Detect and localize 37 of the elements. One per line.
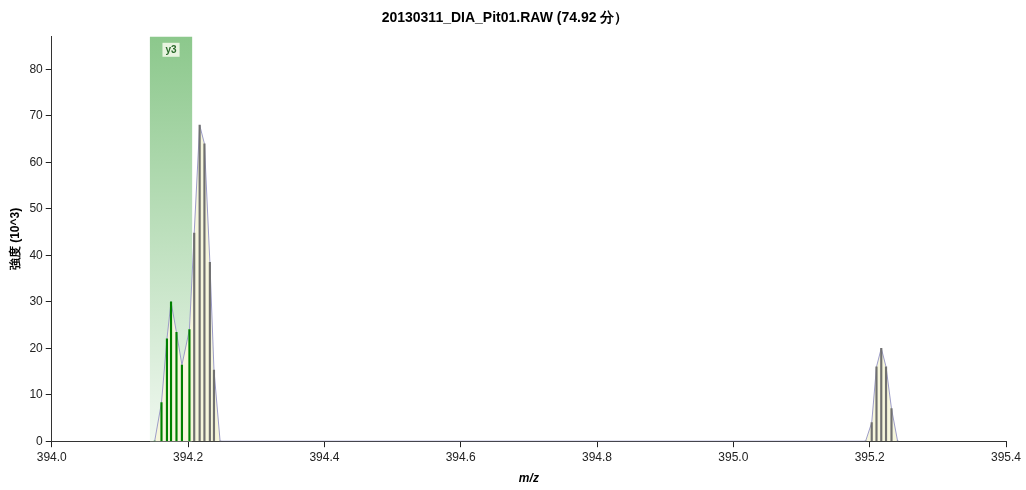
y-tick-label: 50: [29, 201, 44, 216]
chart-title: 20130311_DIA_Pit01.RAW (74.92 分）: [381, 9, 629, 26]
y-tick-label: 0: [36, 433, 44, 448]
x-tick-label: 394.6: [445, 449, 477, 464]
bar: [212, 369, 216, 442]
x-tick-label: 394.0: [36, 449, 68, 464]
x-tick-label: 395.2: [854, 449, 886, 464]
bar: [208, 261, 211, 442]
bar: [875, 366, 878, 442]
x-axis-title: m/z: [518, 471, 539, 486]
bar: [884, 366, 888, 442]
bar: [165, 338, 169, 442]
y-tick-label: 10: [29, 387, 44, 402]
x-tick-label: 394.4: [309, 449, 340, 464]
x-tick-label: 394.8: [582, 449, 613, 464]
bar: [188, 329, 191, 442]
bar: [890, 408, 893, 442]
band-label: y3: [165, 43, 178, 55]
y-tick-label: 80: [29, 61, 44, 76]
x-tick-label: 394.2: [173, 449, 204, 464]
y-tick-label: 60: [29, 154, 44, 169]
x-tick-label: 395.4: [990, 449, 1022, 464]
bar: [175, 332, 178, 442]
y-tick-label: 70: [29, 108, 44, 123]
y-tick-label: 20: [29, 340, 44, 355]
bar: [180, 364, 184, 442]
bar: [160, 402, 163, 442]
bar: [193, 232, 196, 442]
x-tick-label: 395.0: [718, 449, 749, 464]
bar: [169, 301, 173, 442]
bar: [203, 143, 206, 442]
y-axis-title: 強度 (10^3): [7, 207, 22, 271]
bar: [870, 422, 873, 442]
y-tick-label: 40: [29, 247, 44, 262]
y-tick-label: 30: [29, 294, 44, 309]
bar: [198, 124, 201, 442]
bar: [880, 347, 883, 442]
